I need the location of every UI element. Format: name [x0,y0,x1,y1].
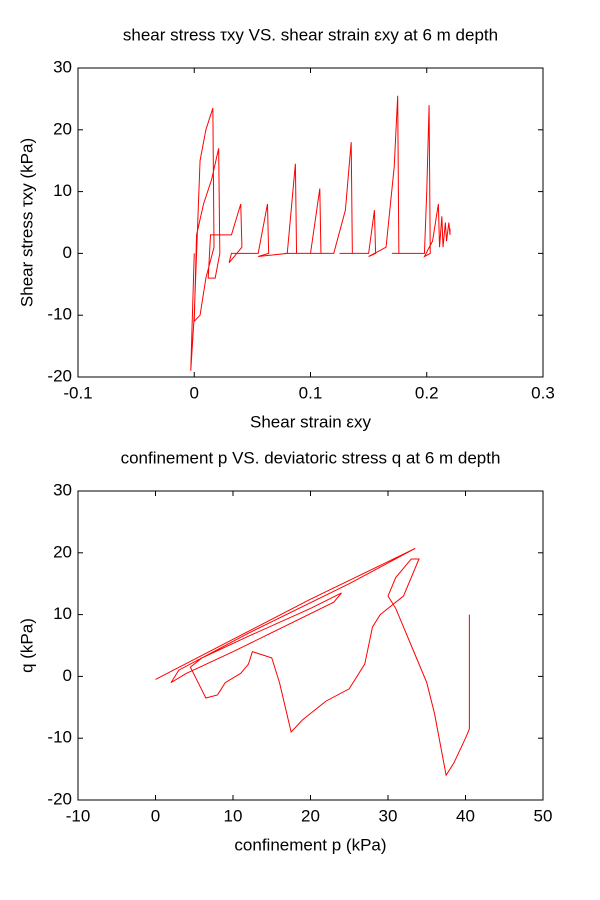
data-line [155,548,470,777]
x-axis-label: Shear strain εxy [250,412,371,431]
data-line [190,95,451,371]
plot-frame [77,67,544,378]
y-tick-label: 0 [63,666,72,685]
y-tick-label: 10 [53,604,72,623]
y-tick-label: 20 [53,119,72,138]
x-tick-label: 40 [456,806,475,825]
y-tick-label: -10 [47,305,72,324]
chart-title: shear stress τxy VS. shear strain εxy at… [123,25,498,44]
x-axis-label: confinement p (kPa) [234,835,386,854]
x-tick-label: 0.3 [531,383,555,402]
x-tick-label: -0.1 [63,383,92,402]
y-tick-label: -20 [47,366,72,385]
x-tick-label: 50 [534,806,553,825]
y-tick-label: 0 [63,243,72,262]
y-axis-label: q (kPa) [17,618,36,673]
x-tick-label: 0.2 [415,383,439,402]
x-tick-label: 10 [224,806,243,825]
y-tick-label: 30 [53,57,72,76]
chart-title: confinement p VS. deviatoric stress q at… [121,448,501,467]
x-tick-label: 0 [151,806,160,825]
y-tick-label: -10 [47,728,72,747]
y-axis-label: Shear stress τxy (kPa) [17,138,36,307]
x-tick-label: 30 [379,806,398,825]
plot-frame [77,490,544,801]
y-tick-label: 10 [53,181,72,200]
x-tick-label: 0.1 [299,383,323,402]
y-tick-label: 20 [53,542,72,561]
y-tick-label: 30 [53,480,72,499]
x-tick-label: 20 [301,806,320,825]
x-tick-label: 0 [190,383,199,402]
x-tick-label: -10 [66,806,91,825]
y-tick-label: -20 [47,789,72,808]
